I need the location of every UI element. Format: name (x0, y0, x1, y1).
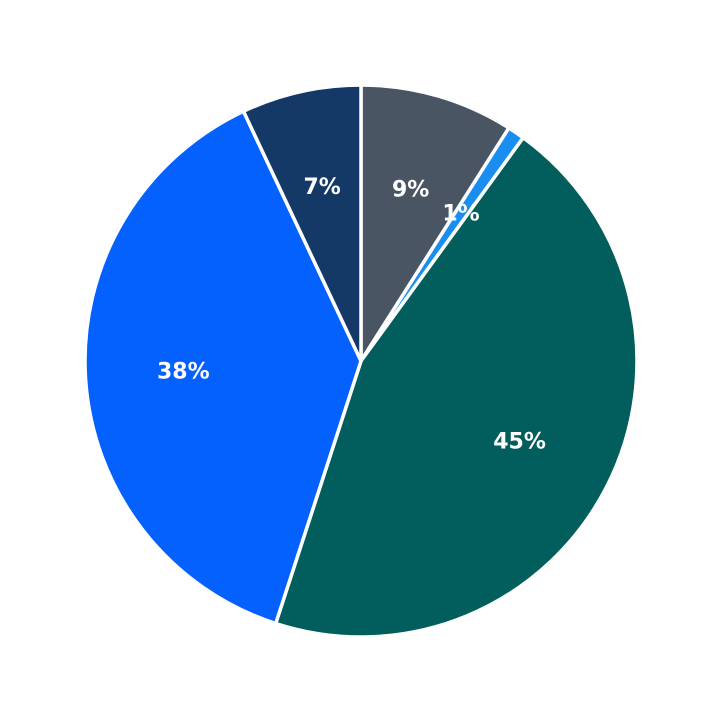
pie-slice-label-0: 9% (392, 178, 429, 203)
pie-slices (83, 83, 639, 639)
pie-slice-0 (359, 83, 511, 363)
pie-slice-label-3: 38% (157, 360, 210, 385)
pie-slice-label-1: 1% (442, 201, 479, 226)
pie-slice-label-2: 45% (493, 429, 546, 454)
pie-labels: 9% 1% 45% 38% 7% (157, 175, 546, 455)
pie-slice-4 (241, 83, 363, 363)
pie-slice-label-4: 7% (303, 175, 340, 200)
pie-slice-2 (273, 135, 639, 639)
pie-slice-3 (83, 109, 363, 626)
